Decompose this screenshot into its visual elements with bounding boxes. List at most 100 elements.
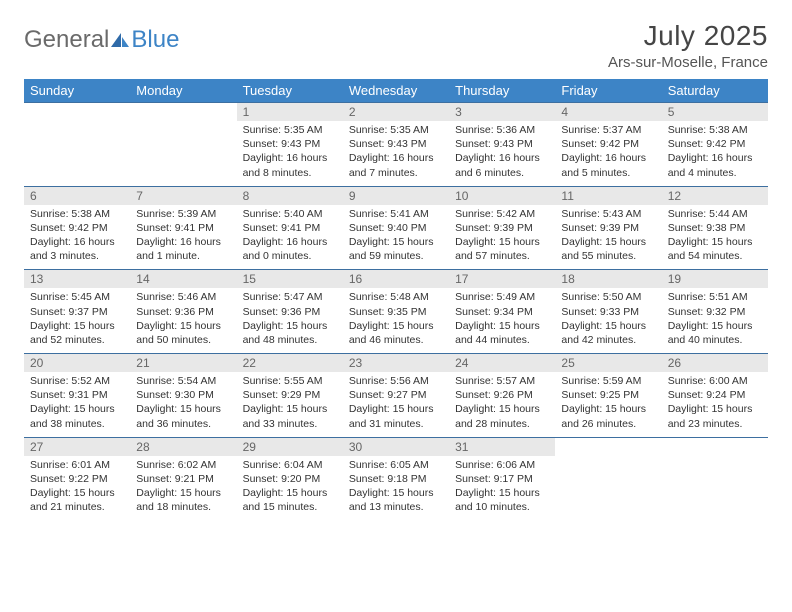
sunrise-text: Sunrise: 5:44 AM <box>668 207 762 221</box>
daylight-text: Daylight: 15 hours and 44 minutes. <box>455 319 549 347</box>
daylight-text: Daylight: 15 hours and 10 minutes. <box>455 486 549 514</box>
day-number-cell: 16 <box>343 270 449 289</box>
sunrise-text: Sunrise: 6:01 AM <box>30 458 124 472</box>
sunrise-text: Sunrise: 6:00 AM <box>668 374 762 388</box>
sunset-text: Sunset: 9:40 PM <box>349 221 443 235</box>
day-content-cell <box>555 456 661 521</box>
day-number-cell: 14 <box>130 270 236 289</box>
day-content-cell: Sunrise: 5:47 AMSunset: 9:36 PMDaylight:… <box>237 288 343 353</box>
day-content-cell: Sunrise: 6:02 AMSunset: 9:21 PMDaylight:… <box>130 456 236 521</box>
daynum-row: 12345 <box>24 103 768 122</box>
day-content-cell: Sunrise: 5:49 AMSunset: 9:34 PMDaylight:… <box>449 288 555 353</box>
sunrise-text: Sunrise: 5:55 AM <box>243 374 337 388</box>
calendar-page: General Blue July 2025 Ars-sur-Moselle, … <box>0 0 792 520</box>
day-content-cell: Sunrise: 5:36 AMSunset: 9:43 PMDaylight:… <box>449 121 555 186</box>
day-number-cell: 19 <box>662 270 768 289</box>
sunset-text: Sunset: 9:42 PM <box>668 137 762 151</box>
sunrise-text: Sunrise: 6:06 AM <box>455 458 549 472</box>
daylight-text: Daylight: 15 hours and 46 minutes. <box>349 319 443 347</box>
daylight-text: Daylight: 15 hours and 59 minutes. <box>349 235 443 263</box>
sunrise-text: Sunrise: 5:59 AM <box>561 374 655 388</box>
day-content-cell <box>130 121 236 186</box>
day-number-cell: 23 <box>343 354 449 373</box>
day-number-cell: 7 <box>130 186 236 205</box>
day-number-cell <box>130 103 236 122</box>
day-content-cell: Sunrise: 5:55 AMSunset: 9:29 PMDaylight:… <box>237 372 343 437</box>
sunrise-text: Sunrise: 5:39 AM <box>136 207 230 221</box>
day-number-cell: 26 <box>662 354 768 373</box>
daynum-row: 20212223242526 <box>24 354 768 373</box>
day-content-cell: Sunrise: 5:59 AMSunset: 9:25 PMDaylight:… <box>555 372 661 437</box>
day-content-cell: Sunrise: 5:35 AMSunset: 9:43 PMDaylight:… <box>343 121 449 186</box>
sunrise-text: Sunrise: 5:45 AM <box>30 290 124 304</box>
daylight-text: Daylight: 15 hours and 13 minutes. <box>349 486 443 514</box>
daylight-text: Daylight: 15 hours and 15 minutes. <box>243 486 337 514</box>
dayhead-wed: Wednesday <box>343 79 449 103</box>
daylight-text: Daylight: 15 hours and 18 minutes. <box>136 486 230 514</box>
day-content-cell: Sunrise: 5:44 AMSunset: 9:38 PMDaylight:… <box>662 205 768 270</box>
day-content-cell: Sunrise: 5:51 AMSunset: 9:32 PMDaylight:… <box>662 288 768 353</box>
location: Ars-sur-Moselle, France <box>608 54 768 71</box>
day-content-cell: Sunrise: 6:00 AMSunset: 9:24 PMDaylight:… <box>662 372 768 437</box>
day-content-row: Sunrise: 5:38 AMSunset: 9:42 PMDaylight:… <box>24 205 768 270</box>
sunset-text: Sunset: 9:20 PM <box>243 472 337 486</box>
day-number-cell: 10 <box>449 186 555 205</box>
day-number-cell: 30 <box>343 437 449 456</box>
day-number-cell: 13 <box>24 270 130 289</box>
sunrise-text: Sunrise: 6:04 AM <box>243 458 337 472</box>
daylight-text: Daylight: 16 hours and 5 minutes. <box>561 151 655 179</box>
sunset-text: Sunset: 9:39 PM <box>561 221 655 235</box>
sunrise-text: Sunrise: 5:48 AM <box>349 290 443 304</box>
day-content-cell: Sunrise: 5:40 AMSunset: 9:41 PMDaylight:… <box>237 205 343 270</box>
dayhead-sat: Saturday <box>662 79 768 103</box>
day-content-cell: Sunrise: 5:45 AMSunset: 9:37 PMDaylight:… <box>24 288 130 353</box>
sunset-text: Sunset: 9:36 PM <box>243 305 337 319</box>
day-content-row: Sunrise: 5:35 AMSunset: 9:43 PMDaylight:… <box>24 121 768 186</box>
calendar-body: 12345Sunrise: 5:35 AMSunset: 9:43 PMDayl… <box>24 103 768 521</box>
sunset-text: Sunset: 9:39 PM <box>455 221 549 235</box>
daylight-text: Daylight: 15 hours and 54 minutes. <box>668 235 762 263</box>
sunset-text: Sunset: 9:22 PM <box>30 472 124 486</box>
day-content-cell: Sunrise: 5:54 AMSunset: 9:30 PMDaylight:… <box>130 372 236 437</box>
dayhead-fri: Friday <box>555 79 661 103</box>
daylight-text: Daylight: 16 hours and 8 minutes. <box>243 151 337 179</box>
dayhead-mon: Monday <box>130 79 236 103</box>
daylight-text: Daylight: 15 hours and 36 minutes. <box>136 402 230 430</box>
sunset-text: Sunset: 9:37 PM <box>30 305 124 319</box>
sunrise-text: Sunrise: 5:52 AM <box>30 374 124 388</box>
day-number-cell: 1 <box>237 103 343 122</box>
sunset-text: Sunset: 9:42 PM <box>561 137 655 151</box>
day-number-cell: 31 <box>449 437 555 456</box>
sunrise-text: Sunrise: 5:35 AM <box>243 123 337 137</box>
day-number-cell: 12 <box>662 186 768 205</box>
day-number-cell: 2 <box>343 103 449 122</box>
daylight-text: Daylight: 15 hours and 50 minutes. <box>136 319 230 347</box>
daynum-row: 6789101112 <box>24 186 768 205</box>
daylight-text: Daylight: 16 hours and 6 minutes. <box>455 151 549 179</box>
sunset-text: Sunset: 9:26 PM <box>455 388 549 402</box>
day-content-cell <box>662 456 768 521</box>
day-number-cell: 24 <box>449 354 555 373</box>
sunrise-text: Sunrise: 5:47 AM <box>243 290 337 304</box>
day-content-cell: Sunrise: 5:37 AMSunset: 9:42 PMDaylight:… <box>555 121 661 186</box>
day-number-cell: 11 <box>555 186 661 205</box>
sunrise-text: Sunrise: 5:50 AM <box>561 290 655 304</box>
day-number-cell: 27 <box>24 437 130 456</box>
brand-part2: Blue <box>131 26 179 54</box>
sunset-text: Sunset: 9:17 PM <box>455 472 549 486</box>
day-number-cell: 28 <box>130 437 236 456</box>
day-content-cell: Sunrise: 5:52 AMSunset: 9:31 PMDaylight:… <box>24 372 130 437</box>
sunrise-text: Sunrise: 5:56 AM <box>349 374 443 388</box>
sunset-text: Sunset: 9:43 PM <box>349 137 443 151</box>
daylight-text: Daylight: 15 hours and 23 minutes. <box>668 402 762 430</box>
day-content-cell: Sunrise: 5:38 AMSunset: 9:42 PMDaylight:… <box>24 205 130 270</box>
sunset-text: Sunset: 9:42 PM <box>30 221 124 235</box>
day-number-cell: 6 <box>24 186 130 205</box>
day-content-cell: Sunrise: 5:46 AMSunset: 9:36 PMDaylight:… <box>130 288 236 353</box>
sail-icon <box>109 31 131 49</box>
sunset-text: Sunset: 9:43 PM <box>243 137 337 151</box>
sunset-text: Sunset: 9:24 PM <box>668 388 762 402</box>
day-number-cell: 3 <box>449 103 555 122</box>
day-number-cell: 22 <box>237 354 343 373</box>
day-content-cell: Sunrise: 6:05 AMSunset: 9:18 PMDaylight:… <box>343 456 449 521</box>
